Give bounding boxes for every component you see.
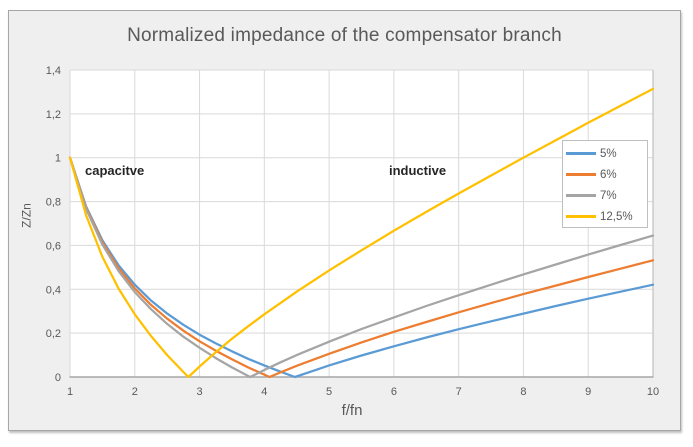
y-tick-label: 0 (55, 372, 61, 384)
y-tick-label: 0,2 (46, 328, 61, 340)
x-tick-label: 8 (520, 386, 526, 398)
legend-line-swatch (566, 173, 596, 176)
legend-entry-6%: 6% (563, 164, 647, 185)
x-tick-label: 4 (261, 386, 267, 398)
y-tick-label: 1,4 (46, 65, 61, 77)
x-tick-label: 3 (196, 386, 202, 398)
x-tick-label: 6 (391, 386, 397, 398)
legend: 5% 6% 7% 12,5% (562, 140, 648, 228)
x-tick-label: 7 (456, 386, 462, 398)
series-line-7% (68, 156, 655, 379)
x-tick-label: 1 (67, 386, 73, 398)
plot-background (70, 70, 653, 377)
annotation-capacitive: capacitve (85, 163, 145, 178)
x-tick-label: 10 (647, 386, 659, 398)
x-tick-label: 5 (326, 386, 332, 398)
series-line-12,5% (68, 87, 655, 379)
y-tick-label: 0,4 (46, 284, 61, 296)
legend-label: 12,5% (600, 210, 633, 223)
legend-entry-7%: 7% (563, 185, 647, 206)
chart-title: Normalized impedance of the compensator … (127, 25, 562, 46)
legend-label: 5% (600, 147, 617, 160)
annotation-inductive: inductive (389, 163, 447, 178)
series-line-6% (68, 156, 655, 379)
y-axis-title: Z/Zn (19, 203, 34, 228)
legend-entry-12,5%: 12,5% (563, 206, 647, 227)
x-tick-label: 2 (132, 386, 138, 398)
legend-label: 6% (600, 168, 617, 181)
legend-entry-5%: 5% (563, 143, 647, 164)
legend-line-swatch (566, 215, 596, 218)
y-tick-label: 0,6 (46, 240, 61, 252)
y-tick-label: 1,2 (46, 109, 61, 121)
y-tick-label: 0,8 (46, 197, 61, 209)
legend-line-swatch (566, 152, 596, 155)
x-axis-title: f/fn (341, 402, 363, 419)
legend-line-swatch (566, 194, 596, 197)
legend-label: 7% (600, 189, 617, 202)
y-tick-label: 1 (55, 153, 61, 165)
x-tick-label: 9 (585, 386, 591, 398)
